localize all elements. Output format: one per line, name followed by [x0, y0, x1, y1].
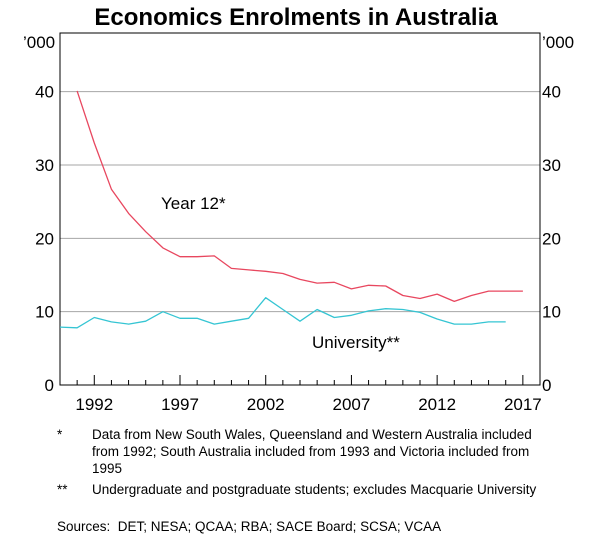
footnote-marker: *	[57, 427, 63, 442]
y-unit-right: ’000	[542, 33, 574, 52]
y-tick-label-right: 20	[542, 229, 561, 248]
y-tick-label-left: 20	[35, 229, 54, 248]
plot-frame	[59, 32, 541, 386]
y-unit-left: ’000	[23, 33, 55, 52]
x-tick-label: 2017	[504, 395, 542, 414]
gridlines	[60, 91, 540, 313]
footnote-marker: **	[57, 482, 68, 497]
series-label-year12: Year 12*	[161, 194, 226, 213]
series-line-year12	[76, 90, 523, 303]
series-line-university	[59, 297, 506, 329]
y-tick-label-right: 30	[542, 156, 561, 175]
footnote-text: Undergraduate and postgraduate students;…	[92, 482, 537, 497]
x-axis-ticks: 1992 1997 2002 2007 2012 2017	[75, 375, 542, 414]
y-tick-label-left: 30	[35, 156, 54, 175]
y-tick-label-left: 40	[35, 83, 54, 102]
series-label-university: University**	[312, 333, 400, 352]
series-group	[59, 90, 523, 329]
y-tick-label-right: 0	[542, 376, 551, 395]
x-tick-label: 1997	[161, 395, 199, 414]
y-tick-label-left: 10	[35, 303, 54, 322]
chart-title: Economics Enrolments in Australia	[94, 4, 498, 31]
footnote-text: Data from New South Wales, Queensland an…	[92, 427, 532, 476]
sources: Sources: DET; NESA; QCAA; RBA; SACE Boar…	[57, 519, 442, 534]
y-tick-label-right: 10	[542, 303, 561, 322]
y-tick-label-left: 0	[45, 376, 54, 395]
x-tick-label: 1992	[75, 395, 113, 414]
x-tick-label: 2002	[247, 395, 285, 414]
y-axis: 0 0 10 10 20 20 30 30 40 40	[35, 83, 561, 395]
x-tick-label: 2007	[333, 395, 371, 414]
x-tick-label: 2012	[418, 395, 456, 414]
y-tick-label-right: 40	[542, 83, 561, 102]
